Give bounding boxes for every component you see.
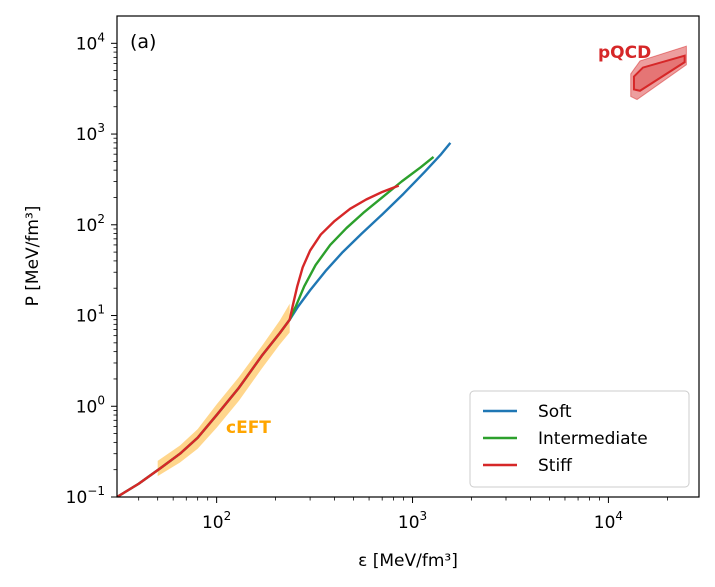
y-tick-label-1eminus-1: 10−1 [66,484,105,508]
y-tick-label-1e1: 101 [76,303,105,327]
y-tick-label-1e3: 103 [76,121,105,145]
series-layer [117,142,452,497]
y-axis-ticks: 10−1 100 101 102 103 104 [66,30,117,508]
series-line-stiff [117,184,400,497]
y-tick-label-1e2: 102 [76,212,105,236]
legend-label-stiff: Stiff [538,456,573,476]
x-tick-label-1e3: 103 [398,509,427,533]
y-tick-label-1e4: 104 [76,30,105,54]
ceft-band [157,303,290,477]
pqcd-label: pQCD [598,43,651,63]
legend-label-soft: Soft [538,402,572,422]
y-axis-label: P [MeV/fm³] [23,206,43,307]
x-tick-label-1e4: 104 [594,509,623,533]
regions-layer [157,45,687,477]
ceft-label: cEFT [226,418,271,438]
plot-frame [116,15,700,498]
legend: Soft Intermediate Stiff [469,390,690,488]
legend-label-intermediate: Intermediate [538,429,648,449]
panel-label: (a) [130,31,156,53]
pqcd-band-inner [632,54,686,92]
x-axis-label: ε [MeV/fm³] [358,551,458,571]
series-line-intermediate [117,155,435,497]
legend-box [469,390,690,488]
y-tick-label-1e0: 100 [76,393,105,417]
x-axis-ticks: 102 103 104 [138,497,668,533]
x-tick-label-1e2: 102 [202,509,231,533]
